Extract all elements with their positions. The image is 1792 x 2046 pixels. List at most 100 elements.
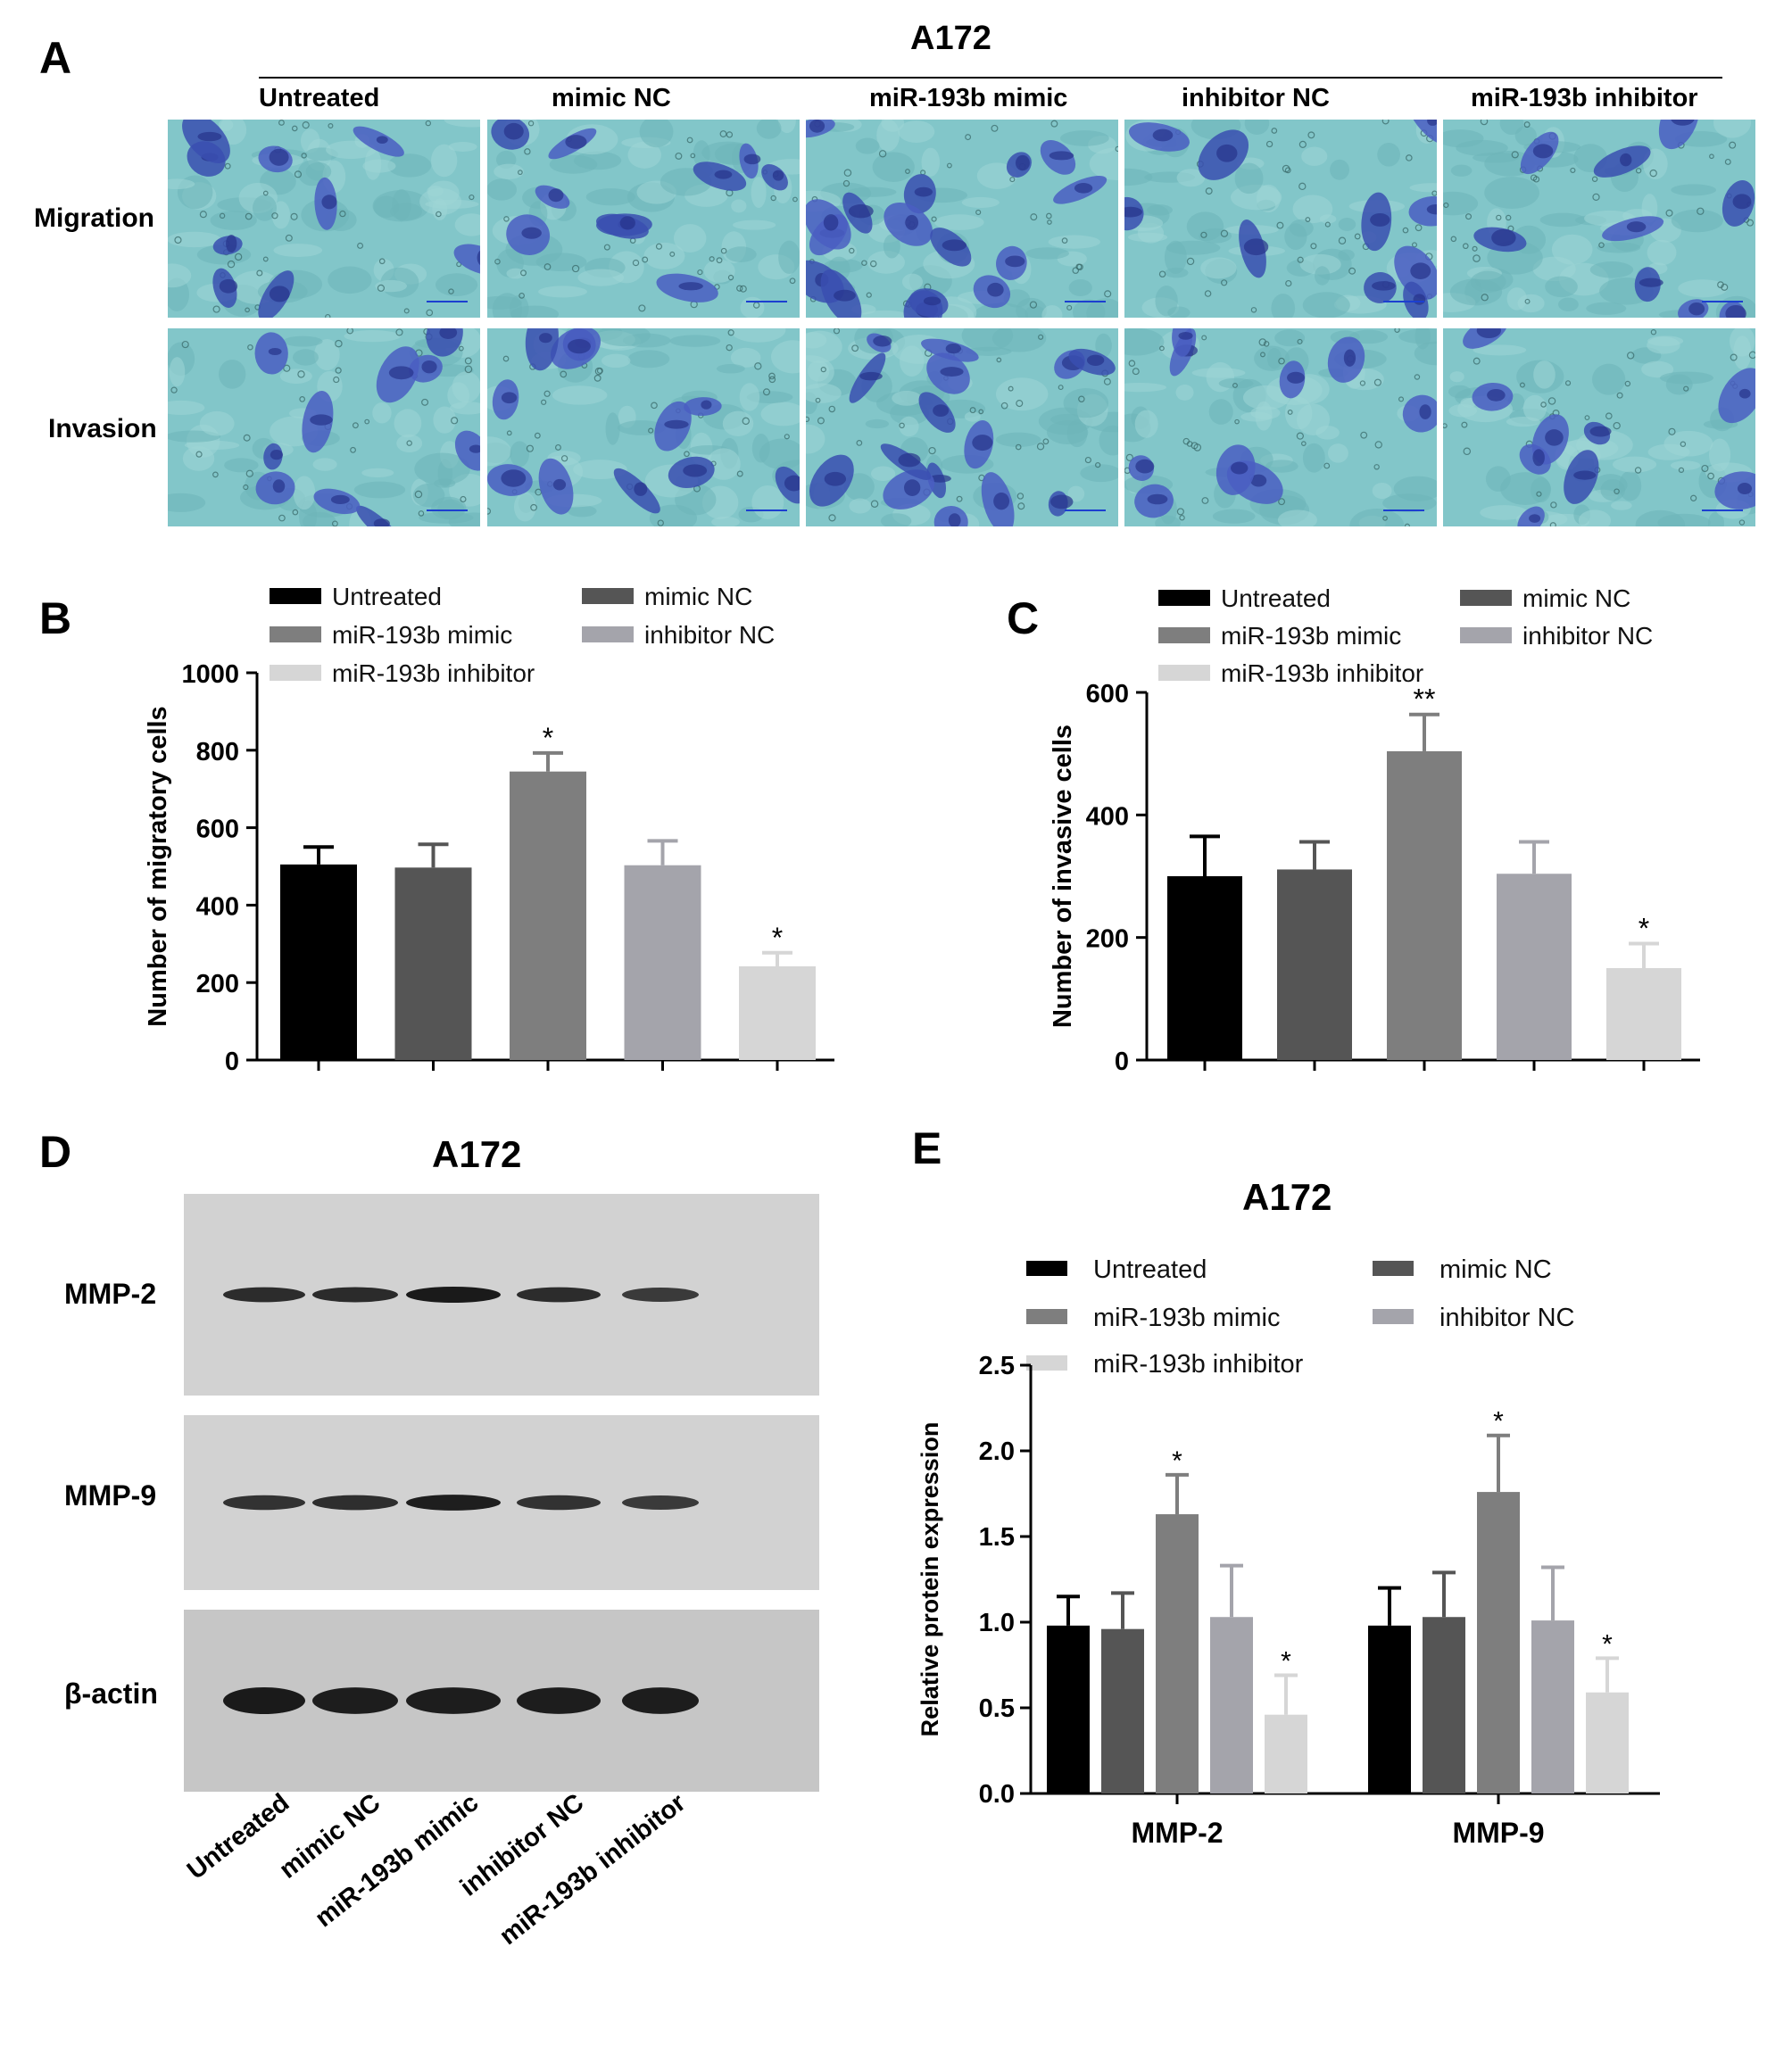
blot-label-mmp2: MMP-2 <box>64 1278 157 1310</box>
legend-label-untreated: Untreated <box>1093 1255 1207 1284</box>
chart-e-ytick-label: 2.0 <box>979 1437 1015 1466</box>
chart-C-ytick-label: 400 <box>1086 802 1129 831</box>
column-label-mimic-nc: mimic NC <box>552 84 671 112</box>
significance-mmp-9-mir-193b-mimic: * <box>1493 1407 1504 1437</box>
bar-untreated <box>1167 876 1242 1060</box>
x-category-mmp-9: MMP-9 <box>1452 1817 1544 1847</box>
band-actin-inhibitor-nc <box>517 1687 601 1714</box>
bar-mmp-2-inhibitor-nc <box>1210 1617 1253 1793</box>
bar-mir-193b-mimic <box>1387 750 1462 1060</box>
bar-mmp-9-mimic-nc <box>1423 1617 1465 1793</box>
bar-mmp-2-mimic-nc <box>1101 1628 1144 1793</box>
panel-e-title: A172 <box>1242 1176 1332 1218</box>
chart-B-ytick-label: 800 <box>196 738 239 766</box>
band-mmp-2-mir-193b-inhibitor <box>622 1288 699 1302</box>
chart-e-ylabel: Relative protein expression <box>917 1422 943 1737</box>
legend-label-inhibitor-nc: inhibitor NC <box>1439 1304 1575 1332</box>
chart-e-ytick-label: 1.5 <box>979 1523 1015 1552</box>
blot-strip-actin <box>184 1610 819 1792</box>
legend-swatch-mir-193b-inhibitor <box>270 665 321 681</box>
bar-mimic-nc <box>394 867 472 1060</box>
chart-b: Untreated mimic NC miR-193b mimic inhibitor… <box>144 583 834 1076</box>
chart-C-ytick-label: 0 <box>1115 1048 1129 1076</box>
band-actin-mir-193b-mimic <box>406 1687 501 1714</box>
significance-mir-193b-inhibitor: * <box>772 922 783 954</box>
bar-mimic-nc <box>1277 869 1352 1060</box>
panel-c-letter: C <box>1007 593 1040 643</box>
chart-B-ytick-label: 0 <box>225 1048 239 1076</box>
panel-a-letter: A <box>39 33 72 83</box>
micrograph-invasion-mir-193b-mimic <box>806 328 1118 526</box>
chart-c: Untreated mimic NC miR-193b mimic inhibitor… <box>1049 584 1700 1076</box>
significance-mmp-9-mir-193b-inhibitor: * <box>1602 1629 1613 1659</box>
significance-mir-193b-mimic: * <box>543 722 553 754</box>
blot-strip-mmp-2 <box>184 1194 819 1396</box>
chart-e-ytick-label: 0.0 <box>979 1780 1015 1809</box>
bar-inhibitor-nc <box>624 865 701 1060</box>
significance-mir-193b-mimic: ** <box>1414 683 1436 716</box>
significance-mmp-2-mir-193b-mimic: * <box>1172 1446 1182 1476</box>
legend-swatch-inhibitor-nc <box>1373 1309 1414 1324</box>
legend-label-inhibitor-nc: inhibitor NC <box>644 621 775 649</box>
micrograph-migration-untreated <box>168 120 480 318</box>
band-actin-mimic-nc <box>312 1687 398 1714</box>
legend-label-mir-193b-inhibitor: miR-193b inhibitor <box>332 659 535 687</box>
chart-e: Untreated mimic NC miR-193b mimic inhibitor… <box>917 1255 1660 1847</box>
legend-label-untreated: Untreated <box>1221 584 1331 612</box>
panel-a-title-rule <box>259 77 1722 79</box>
bar-untreated <box>280 864 357 1060</box>
column-label-inhibitor-nc: inhibitor NC <box>1182 84 1330 112</box>
legend-label-mimic-nc: mimic NC <box>1522 584 1630 612</box>
legend-swatch-mir-193b-inhibitor <box>1026 1355 1067 1371</box>
legend-swatch-inhibitor-nc <box>1460 627 1512 643</box>
chart-C-ytick-label: 600 <box>1086 680 1129 708</box>
micrograph-migration-mir-193b-inhibitor <box>1443 120 1755 318</box>
column-label-mir193b-mimic: miR-193b mimic <box>869 84 1068 112</box>
blot-label-mmp9: MMP-9 <box>64 1479 157 1512</box>
chart-e-legend: Untreated mimic NC miR-193b mimic inhibitor… <box>1026 1255 1575 1379</box>
chart-C-ytick-label: 200 <box>1086 925 1129 954</box>
bar-mir-193b-inhibitor <box>739 965 816 1060</box>
lane-label-mir-193b-inhibitor: miR-193b inhibitor <box>494 1788 691 1951</box>
chart-e-ytick-label: 2.5 <box>979 1352 1015 1380</box>
panel-d-title: A172 <box>432 1133 522 1175</box>
legend-swatch-mir-193b-mimic <box>270 626 321 642</box>
legend-swatch-mir-193b-mimic <box>1026 1309 1067 1324</box>
bar-inhibitor-nc <box>1497 874 1572 1060</box>
legend-swatch-mir-193b-mimic <box>1158 627 1210 643</box>
micrograph-migration-inhibitor-nc <box>1124 120 1437 318</box>
chart-B-ytick-label: 200 <box>196 970 239 998</box>
legend-swatch-inhibitor-nc <box>582 626 634 642</box>
chart-e-ytick-label: 0.5 <box>979 1694 1015 1723</box>
legend-label-mimic-nc: mimic NC <box>644 583 752 610</box>
chart-e-ytick-label: 1.0 <box>979 1609 1015 1637</box>
row-label-migration: Migration <box>34 203 154 233</box>
legend-swatch-mimic-nc <box>1373 1261 1414 1276</box>
micrograph-migration-mir-193b-mimic <box>806 120 1118 318</box>
band-actin-untreated <box>223 1687 305 1714</box>
panel-b-letter: B <box>39 593 72 643</box>
chart-C-ylabel: Number of invasive cells <box>1049 725 1077 1028</box>
legend-label-mir-193b-mimic: miR-193b mimic <box>1093 1304 1280 1332</box>
panel-a-title: A172 <box>910 20 991 57</box>
band-mmp-9-mir-193b-mimic <box>406 1495 501 1511</box>
legend-swatch-mir-193b-inhibitor <box>1158 665 1210 681</box>
legend-swatch-untreated <box>1026 1261 1067 1276</box>
band-mmp-9-untreated <box>223 1495 305 1511</box>
band-mmp-2-untreated <box>223 1287 305 1303</box>
chart-C-legend: Untreated mimic NC miR-193b mimic inhibitor… <box>1158 584 1653 687</box>
panel-e-letter: E <box>912 1123 942 1173</box>
column-label-mir193b-inhibitor: miR-193b inhibitor <box>1471 84 1698 112</box>
lane-label-mir-193b-mimic: miR-193b mimic <box>310 1788 484 1933</box>
bar-mmp-9-mir-193b-mimic <box>1477 1492 1520 1793</box>
column-label-untreated: Untreated <box>259 84 380 112</box>
micrograph-invasion-inhibitor-nc <box>1124 328 1437 526</box>
legend-swatch-untreated <box>1158 590 1210 606</box>
legend-label-mir-193b-inhibitor: miR-193b inhibitor <box>1093 1350 1304 1379</box>
bar-mmp-9-untreated <box>1368 1625 1411 1793</box>
chart-B-legend: Untreated mimic NC miR-193b mimic inhibitor… <box>270 583 775 687</box>
legend-label-mir-193b-mimic: miR-193b mimic <box>332 621 512 649</box>
bar-mmp-9-mir-193b-inhibitor <box>1586 1692 1629 1793</box>
legend-label-mimic-nc: mimic NC <box>1439 1255 1552 1284</box>
